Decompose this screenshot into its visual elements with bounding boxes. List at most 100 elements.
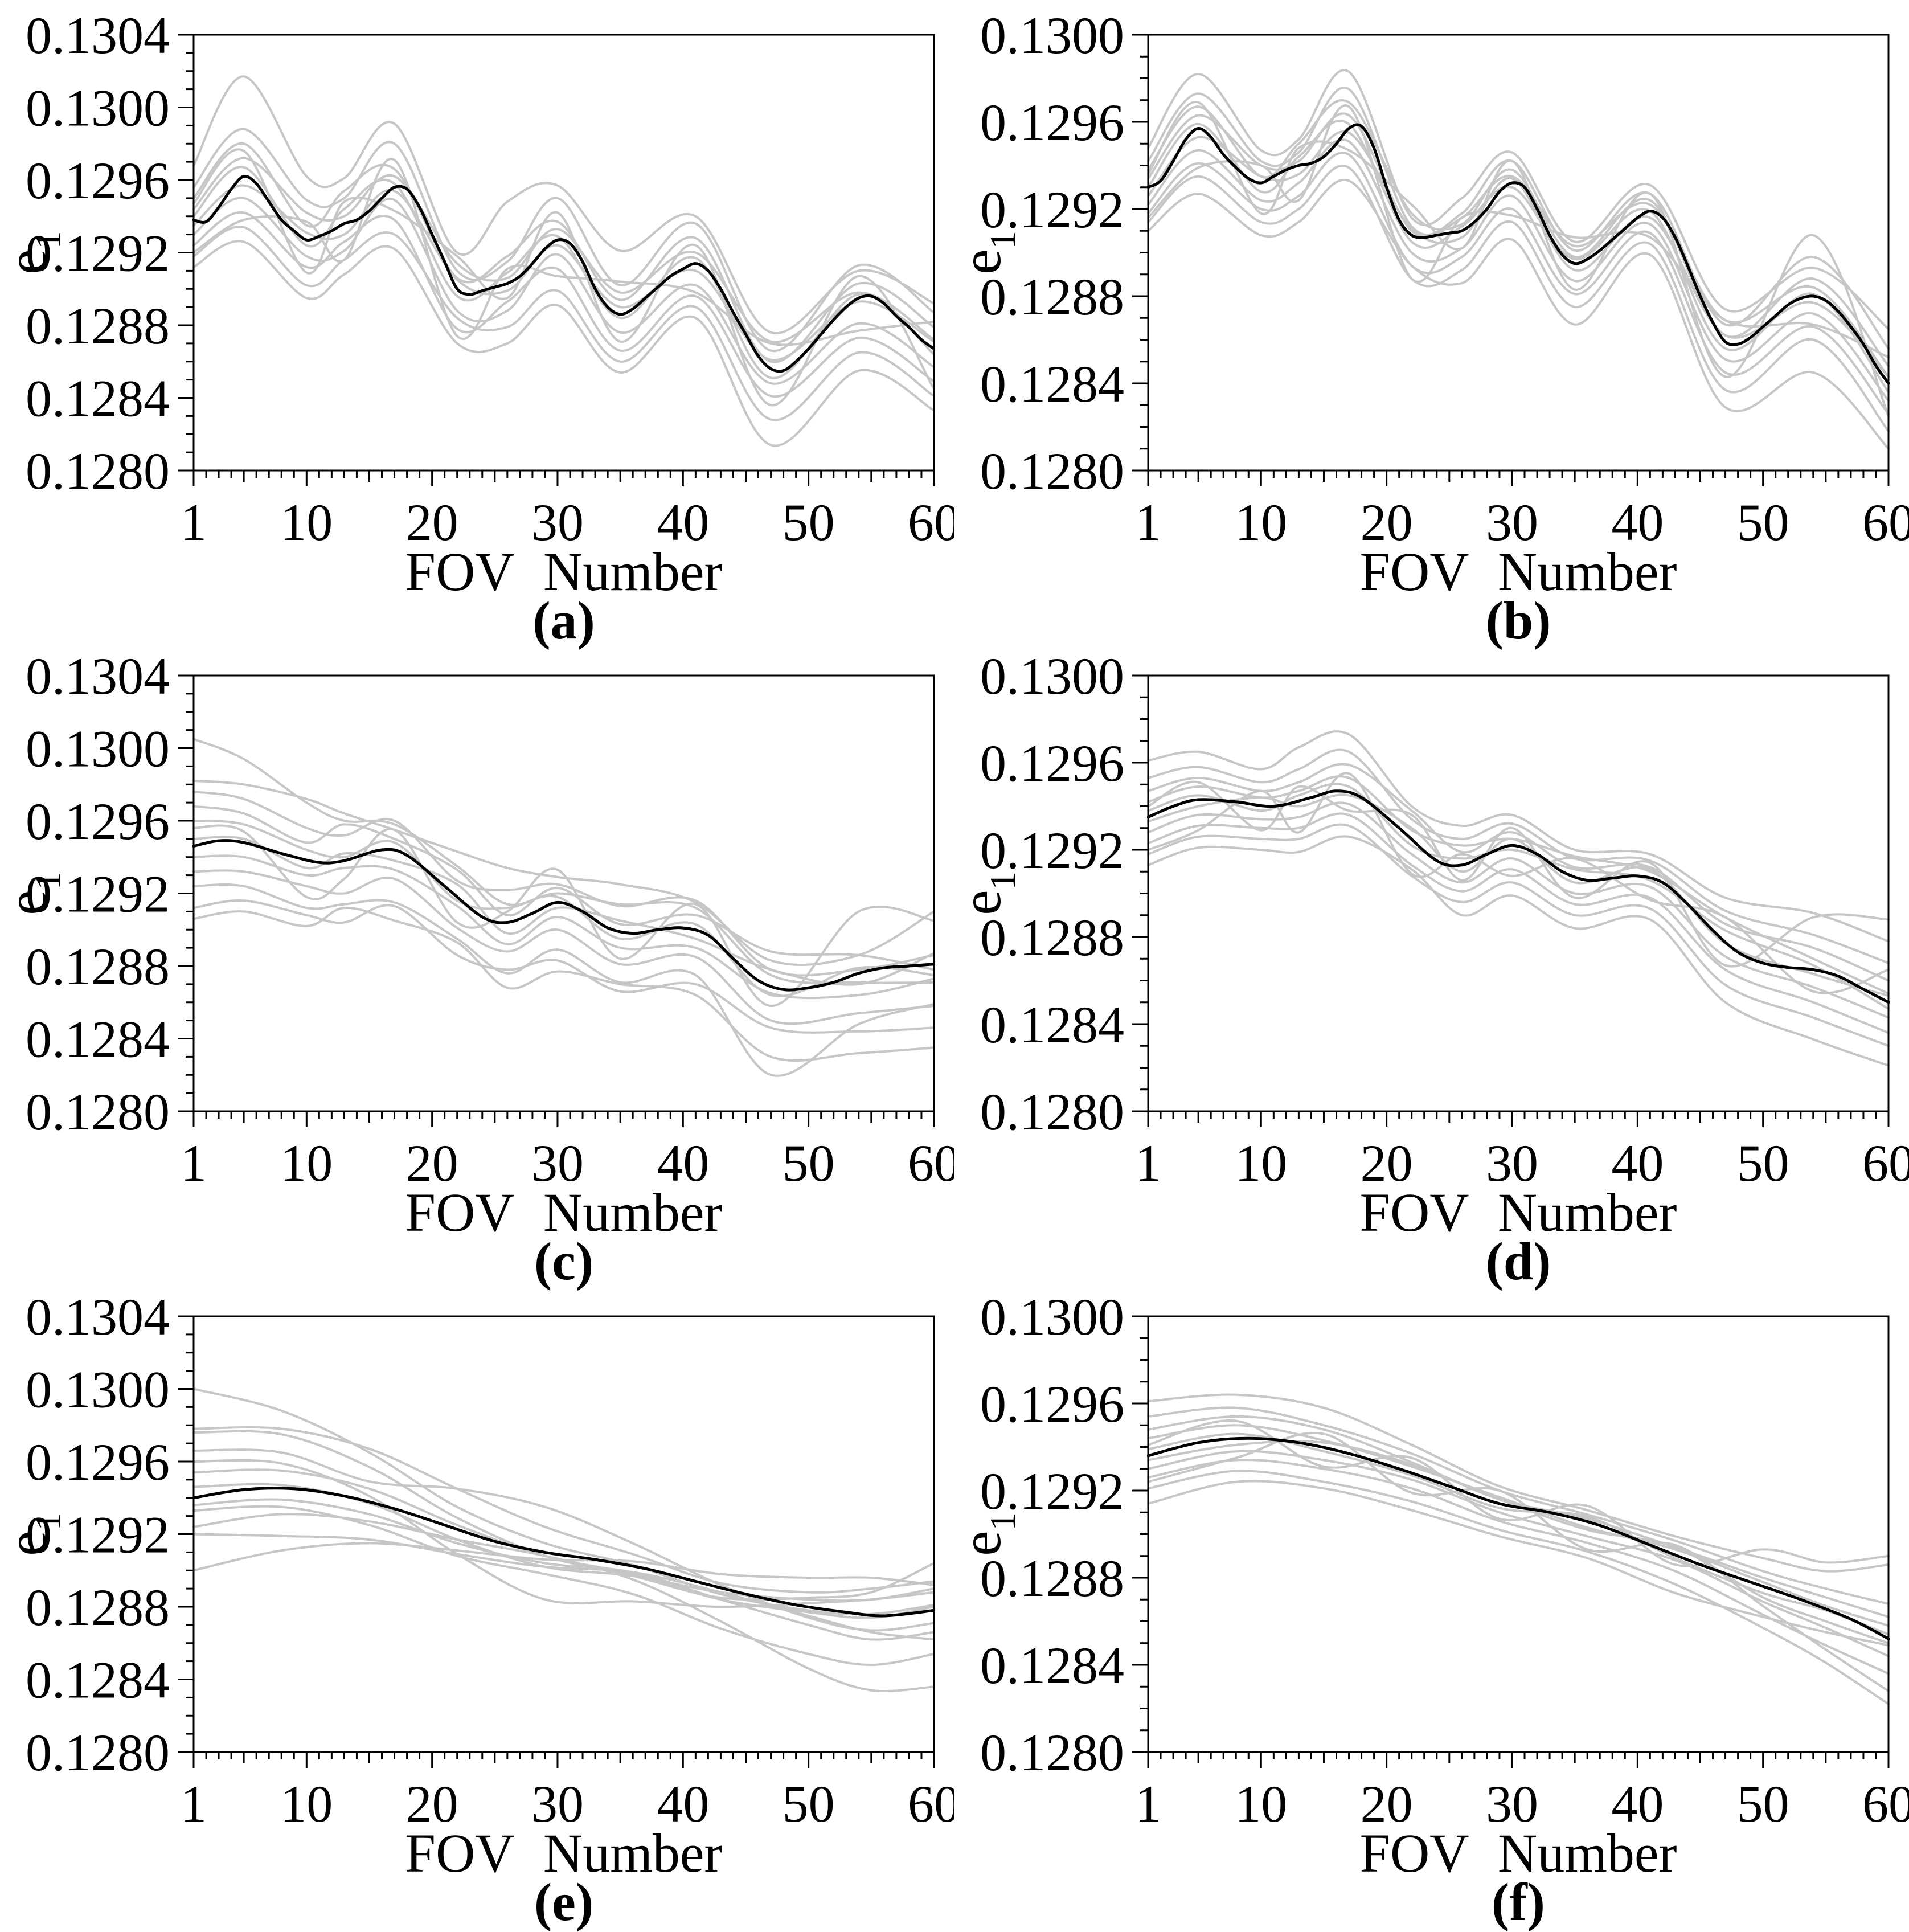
curves-group <box>192 75 935 447</box>
chart-b: 0.1280 0.1284 0.1288 0.1292 0.1296 0.1300 1 10 2… <box>954 3 1909 599</box>
x-tick-label: 10 <box>280 1775 333 1833</box>
x-tick-label: 60 <box>908 1775 954 1833</box>
y-tick-label: 0.1280 <box>26 1083 170 1141</box>
y-axis-title-subscript: 1 <box>982 231 1023 249</box>
replicate-line <box>1147 748 1890 964</box>
panel-f: 0.1280 0.1284 0.1288 0.1292 0.1296 0.1300 1 10 2… <box>954 1285 1909 1929</box>
replicate-line <box>192 1459 935 1608</box>
x-tick-label: 10 <box>280 1134 333 1192</box>
mean-line <box>192 1487 935 1618</box>
replicate-line <box>192 184 935 361</box>
replicate-line <box>192 1533 935 1641</box>
replicate-line <box>192 824 935 1008</box>
curves-group <box>1147 730 1890 1067</box>
replicate-line <box>1147 165 1890 433</box>
y-axis-title: e1 <box>0 1512 68 1556</box>
y-tick-label: 0.1304 <box>26 647 170 705</box>
replicate-line <box>192 854 935 1000</box>
y-tick-label: 0.1296 <box>980 734 1124 792</box>
x-tick-label: 40 <box>657 1775 709 1833</box>
chart-svg-f: 0.1280 0.1284 0.1288 0.1292 0.1296 0.1300 1 10 2… <box>954 1288 1909 1880</box>
y-tick-label: 0.1292 <box>980 181 1124 239</box>
replicate-line <box>192 1542 935 1586</box>
replicate-line <box>1147 1393 1890 1573</box>
panel-b: 0.1280 0.1284 0.1288 0.1292 0.1296 0.1300 1 10 2… <box>954 3 1909 650</box>
x-tick-label: 10 <box>1235 1134 1287 1192</box>
x-tick-label: 10 <box>1235 493 1287 551</box>
replicate-line <box>1147 1470 1890 1705</box>
replicate-line <box>1147 69 1890 330</box>
x-axis-title: FOV Number <box>405 541 723 599</box>
replicate-line <box>192 791 935 977</box>
chart-d: 0.1280 0.1284 0.1288 0.1292 0.1296 0.1300 1 10 2… <box>954 644 1909 1239</box>
y-tick-label: 0.1300 <box>980 1288 1124 1346</box>
replicate-line <box>192 779 935 966</box>
x-tick-label: 30 <box>531 1775 584 1833</box>
plot-frame <box>1147 674 1890 1112</box>
y-tick-label: 0.1284 <box>980 996 1124 1054</box>
replicate-line <box>1147 1419 1890 1567</box>
x-tick-label: 60 <box>908 1134 954 1192</box>
x-tick-label: 1 <box>181 1775 207 1833</box>
x-tick-label: 30 <box>1486 1134 1538 1192</box>
y-tick-label: 0.1296 <box>26 792 170 850</box>
x-tick-label: 50 <box>783 1775 835 1833</box>
caption-c: (c) <box>534 1232 594 1291</box>
y-tick-label: 0.1280 <box>980 1083 1124 1141</box>
x-tick-label: 20 <box>406 1775 458 1833</box>
y-tick-label: 0.1280 <box>980 442 1124 500</box>
x-tick-label: 20 <box>406 1134 458 1192</box>
y-tick-label: 0.1284 <box>26 370 170 428</box>
chart-svg-b: 0.1280 0.1284 0.1288 0.1292 0.1296 0.1300 1 10 2… <box>954 6 1909 599</box>
caption-d: (d) <box>1485 1232 1551 1291</box>
x-tick-label: 40 <box>657 493 709 551</box>
y-tick-label: 0.1292 <box>26 1506 170 1564</box>
y-axis-title-subscript: 1 <box>982 871 1023 890</box>
chart-svg-a: 0.1280 0.1284 0.1288 0.1292 0.1296 0.1300 0.13… <box>0 6 954 599</box>
chart-svg-e: 0.1280 0.1284 0.1288 0.1292 0.1296 0.1300 0.13… <box>0 1288 954 1880</box>
replicate-line <box>192 157 935 343</box>
replicate-line <box>1147 1480 1890 1647</box>
y-tick-label: 0.1296 <box>980 93 1124 152</box>
caption-e: (e) <box>534 1873 594 1932</box>
replicate-line <box>1147 86 1890 350</box>
y-tick-label: 0.1280 <box>980 1724 1124 1782</box>
panel-d: 0.1280 0.1284 0.1288 0.1292 0.1296 0.1300 1 10 2… <box>954 644 1909 1291</box>
replicate-line <box>192 805 935 971</box>
y-tick-label: 0.1288 <box>26 1578 170 1636</box>
replicate-line <box>192 240 935 447</box>
y-tick-label: 0.1300 <box>980 6 1124 64</box>
replicate-line <box>1147 730 1890 943</box>
x-tick-label: 60 <box>1862 493 1909 551</box>
replicate-line <box>1147 130 1890 378</box>
x-tick-label: 30 <box>1486 493 1538 551</box>
chart-svg-d: 0.1280 0.1284 0.1288 0.1292 0.1296 0.1300 1 10 2… <box>954 647 1909 1239</box>
replicate-line <box>1147 120 1890 394</box>
x-tick-label: 60 <box>1862 1134 1909 1192</box>
x-tick-label: 50 <box>1737 1134 1789 1192</box>
replicate-line <box>1147 772 1890 994</box>
y-tick-label: 0.1292 <box>26 224 170 283</box>
y-axis-title-subscript: 1 <box>28 1512 68 1530</box>
replicate-line <box>1147 780 1890 968</box>
replicate-line <box>192 899 935 1034</box>
replicate-line <box>1147 1459 1890 1675</box>
y-axis-title-subscript: 1 <box>28 231 68 249</box>
y-tick-label: 0.1288 <box>980 1549 1124 1607</box>
replicate-line <box>192 1468 935 1619</box>
y-tick-label: 0.1280 <box>26 1724 170 1782</box>
replicate-line <box>192 166 935 379</box>
x-tick-label: 30 <box>531 493 584 551</box>
replicate-line <box>192 1426 935 1594</box>
chart-c: 0.1280 0.1284 0.1288 0.1292 0.1296 0.1300 0.13… <box>0 644 954 1239</box>
y-tick-label: 0.1280 <box>26 442 170 500</box>
y-tick-label: 0.1288 <box>980 908 1124 967</box>
replicate-line <box>1147 178 1890 450</box>
caption-b: (b) <box>1485 591 1551 650</box>
curves-group <box>1147 69 1890 450</box>
x-tick-label: 1 <box>1135 1134 1161 1192</box>
replicate-line <box>1147 801 1890 1019</box>
replicate-line <box>1147 104 1890 359</box>
replicate-line <box>1147 99 1890 367</box>
